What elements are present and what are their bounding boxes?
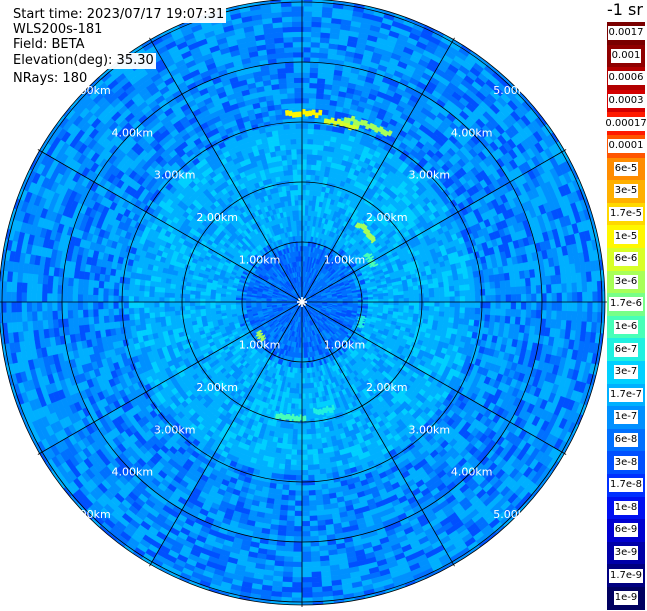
polar-plot: 1.00km1.00km1.00km1.00km2.00km2.00km2.00…	[0, 0, 647, 607]
ppi-chart: 1.00km1.00km1.00km1.00km2.00km2.00km2.00…	[0, 0, 647, 607]
